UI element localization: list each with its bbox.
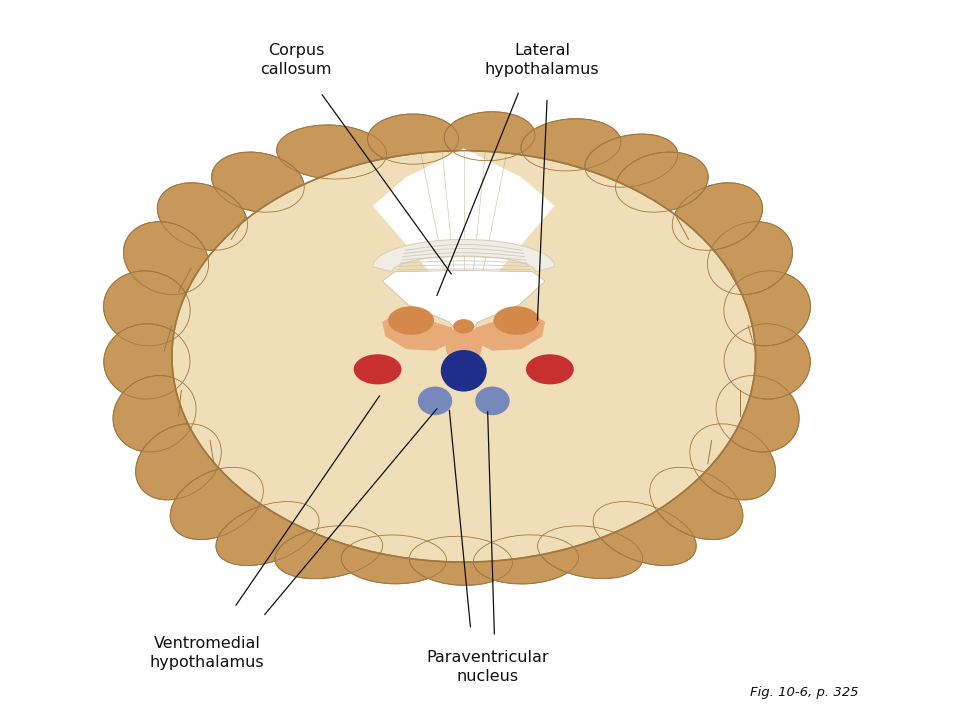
Ellipse shape: [124, 222, 208, 294]
Ellipse shape: [593, 502, 696, 565]
Text: Lateral
hypothalamus: Lateral hypothalamus: [485, 43, 600, 77]
Polygon shape: [372, 148, 555, 306]
Ellipse shape: [216, 502, 319, 565]
Ellipse shape: [615, 152, 708, 212]
Ellipse shape: [157, 183, 248, 251]
Ellipse shape: [388, 306, 434, 335]
Ellipse shape: [276, 125, 387, 179]
Text: Corpus
callosum: Corpus callosum: [260, 43, 332, 77]
Ellipse shape: [113, 376, 196, 452]
Ellipse shape: [341, 535, 446, 584]
Polygon shape: [382, 312, 452, 351]
Polygon shape: [382, 270, 545, 333]
Ellipse shape: [585, 134, 678, 187]
Ellipse shape: [104, 324, 190, 399]
Ellipse shape: [441, 350, 487, 392]
Ellipse shape: [409, 536, 513, 585]
Ellipse shape: [716, 376, 799, 452]
Ellipse shape: [473, 535, 579, 584]
Ellipse shape: [275, 526, 383, 579]
Ellipse shape: [708, 222, 793, 294]
Ellipse shape: [172, 150, 756, 562]
Ellipse shape: [170, 467, 263, 539]
Ellipse shape: [672, 183, 762, 251]
Ellipse shape: [724, 324, 810, 399]
Ellipse shape: [104, 271, 190, 346]
Ellipse shape: [453, 319, 474, 333]
Ellipse shape: [353, 354, 401, 384]
Ellipse shape: [493, 306, 540, 335]
Polygon shape: [475, 312, 545, 351]
Ellipse shape: [368, 114, 459, 164]
Ellipse shape: [724, 271, 810, 346]
Ellipse shape: [526, 354, 574, 384]
Ellipse shape: [521, 119, 621, 171]
Ellipse shape: [211, 152, 304, 212]
Ellipse shape: [650, 467, 743, 539]
Polygon shape: [372, 240, 555, 271]
Ellipse shape: [690, 424, 776, 500]
Ellipse shape: [135, 424, 222, 500]
Text: Ventromedial
hypothalamus: Ventromedial hypothalamus: [150, 636, 265, 670]
Ellipse shape: [444, 112, 535, 161]
Text: Paraventricular
nucleus: Paraventricular nucleus: [426, 650, 549, 684]
Ellipse shape: [445, 326, 482, 365]
Text: Fig. 10-6, p. 325: Fig. 10-6, p. 325: [750, 685, 858, 698]
Ellipse shape: [538, 526, 642, 579]
Ellipse shape: [475, 387, 510, 415]
Ellipse shape: [418, 387, 452, 415]
